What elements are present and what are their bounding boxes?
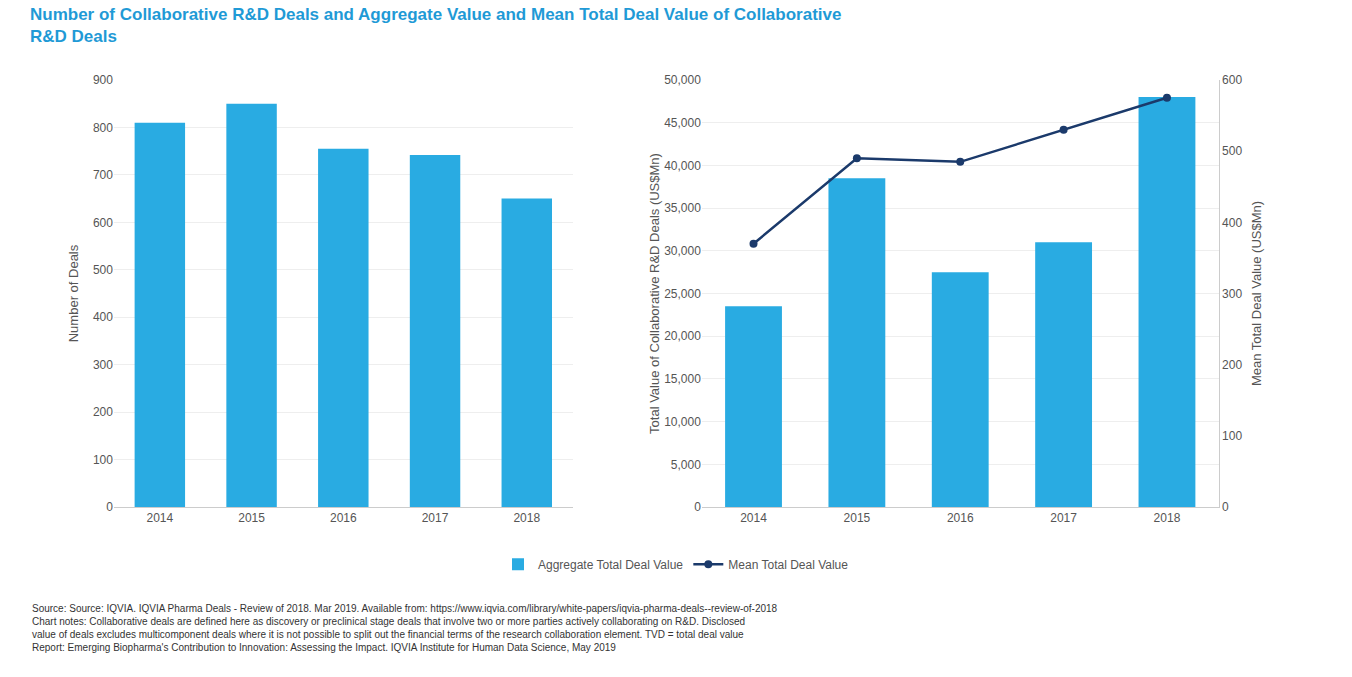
svg-text:500: 500 [93, 263, 113, 277]
svg-text:2014: 2014 [740, 511, 767, 525]
svg-text:300: 300 [93, 358, 113, 372]
svg-text:600: 600 [93, 216, 113, 230]
svg-text:Number of Deals: Number of Deals [66, 244, 81, 342]
svg-text:Source: Source: IQVIA. IQVIA P: Source: Source: IQVIA. IQVIA Pharma Deal… [32, 603, 778, 653]
svg-text:Mean Total Deal Value (US$Mn): Mean Total Deal Value (US$Mn) [1249, 201, 1264, 386]
svg-text:Aggregate Total Deal Value: Aggregate Total Deal Value [538, 558, 683, 572]
svg-text:2015: 2015 [238, 511, 265, 525]
svg-text:Mean Total Deal Value: Mean Total Deal Value [728, 558, 848, 572]
svg-text:100: 100 [1222, 429, 1242, 443]
svg-text:Number of Collaborative R&D De: Number of Collaborative R&D Deals and Ag… [30, 5, 841, 46]
svg-text:20,000: 20,000 [664, 329, 701, 343]
svg-text:100: 100 [93, 453, 113, 467]
svg-text:400: 400 [1222, 216, 1242, 230]
svg-text:35,000: 35,000 [664, 201, 701, 215]
svg-text:30,000: 30,000 [664, 244, 701, 258]
svg-text:0: 0 [694, 500, 701, 514]
svg-text:10,000: 10,000 [664, 415, 701, 429]
svg-text:800: 800 [93, 121, 113, 135]
svg-text:200: 200 [93, 405, 113, 419]
svg-text:2014: 2014 [146, 511, 173, 525]
svg-text:2017: 2017 [1050, 511, 1077, 525]
svg-text:500: 500 [1222, 144, 1242, 158]
svg-text:900: 900 [93, 73, 113, 87]
svg-text:200: 200 [1222, 358, 1242, 372]
svg-text:15,000: 15,000 [664, 372, 701, 386]
svg-text:2015: 2015 [844, 511, 871, 525]
svg-text:700: 700 [93, 168, 113, 182]
svg-text:2017: 2017 [422, 511, 449, 525]
svg-text:0: 0 [1222, 500, 1229, 514]
svg-text:600: 600 [1222, 73, 1242, 87]
svg-text:2018: 2018 [513, 511, 540, 525]
svg-text:2018: 2018 [1154, 511, 1181, 525]
svg-text:40,000: 40,000 [664, 159, 701, 173]
svg-text:Total Value of Collaborative R: Total Value of Collaborative R&D Deals (… [647, 153, 662, 434]
svg-text:25,000: 25,000 [664, 287, 701, 301]
svg-text:5,000: 5,000 [671, 458, 701, 472]
svg-text:2016: 2016 [330, 511, 357, 525]
svg-text:0: 0 [106, 500, 113, 514]
svg-text:45,000: 45,000 [664, 116, 701, 130]
svg-text:400: 400 [93, 310, 113, 324]
svg-text:50,000: 50,000 [664, 73, 701, 87]
svg-text:300: 300 [1222, 287, 1242, 301]
svg-text:2016: 2016 [947, 511, 974, 525]
